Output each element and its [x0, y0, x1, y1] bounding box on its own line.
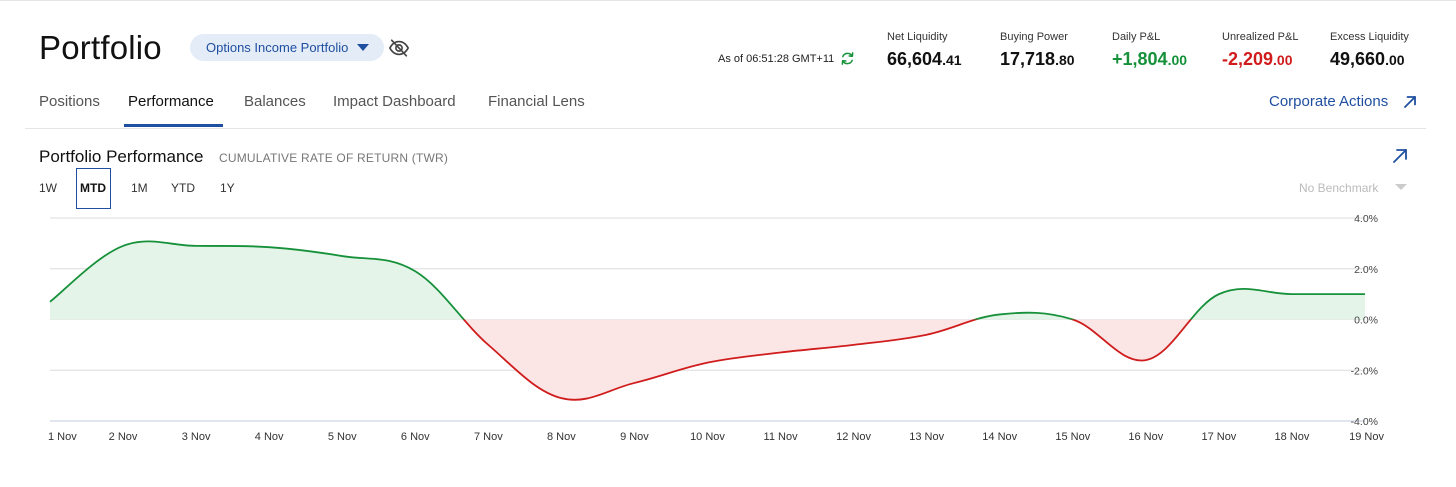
x-tick-label: 16 Nov	[1128, 431, 1163, 443]
stat-daily-pnl: Daily P&L +1,804.00	[1112, 31, 1187, 70]
panel-subtitle: CUMULATIVE RATE OF RETURN (TWR)	[219, 151, 449, 165]
x-tick-label: 8 Nov	[547, 431, 576, 443]
x-tick-label: 13 Nov	[909, 431, 944, 443]
active-range-indicator	[76, 168, 111, 209]
tabs-divider	[25, 128, 1426, 129]
stat-value: -2,209.00	[1222, 49, 1293, 69]
x-tick-label: 15 Nov	[1055, 431, 1090, 443]
stat-buying-power: Buying Power 17,718.80	[1000, 31, 1075, 70]
stat-net-liquidity: Net Liquidity 66,604.41	[887, 31, 962, 70]
x-tick-label: 4 Nov	[255, 431, 284, 443]
stat-value: +1,804.00	[1112, 49, 1188, 69]
range-ytd[interactable]: YTD	[171, 181, 195, 195]
tab-positions[interactable]: Positions	[39, 93, 100, 110]
account-selector[interactable]: Options Income Portfolio	[190, 34, 384, 61]
y-tick-label: 2.0%	[1354, 264, 1378, 276]
top-border	[0, 0, 1456, 1]
y-tick-label: -4.0%	[1351, 416, 1378, 428]
stat-label: Daily P&L	[1112, 31, 1161, 43]
benchmark-selector[interactable]: No Benchmark	[1299, 181, 1379, 195]
chart-y-ticks: 4.0% 2.0% 0.0% -2.0% -4.0%	[1351, 213, 1378, 428]
stat-value: 66,604.41	[887, 49, 962, 69]
tab-balances[interactable]: Balances	[244, 93, 306, 110]
x-tick-label: 17 Nov	[1201, 431, 1236, 443]
tab-impact-dashboard[interactable]: Impact Dashboard	[333, 93, 456, 110]
x-tick-label: 1 Nov	[48, 431, 77, 443]
active-tab-indicator	[124, 124, 223, 127]
negative-area	[50, 319, 1365, 400]
caret-down-icon	[357, 44, 370, 51]
x-tick-label: 10 Nov	[690, 431, 725, 443]
range-1y[interactable]: 1Y	[220, 181, 235, 195]
tab-performance[interactable]: Performance	[128, 93, 214, 110]
stat-label: Unrealized P&L	[1222, 31, 1299, 43]
as-of-timestamp: As of 06:51:28 GMT+11	[718, 53, 835, 65]
range-mtd[interactable]: MTD	[80, 181, 106, 195]
refresh-icon[interactable]	[840, 51, 855, 66]
stat-excess-liquidity: Excess Liquidity 49,660.00	[1330, 31, 1409, 70]
caret-down-icon[interactable]	[1395, 184, 1407, 190]
chart-x-ticks: 1 Nov 2 Nov 3 Nov 4 Nov 5 Nov 6 Nov 7 Nov 8 Nov…	[48, 431, 1384, 443]
account-selector-label: Options Income Portfolio	[206, 40, 349, 55]
stat-label: Excess Liquidity	[1330, 31, 1409, 43]
x-tick-label: 14 Nov	[982, 431, 1017, 443]
tab-financial-lens[interactable]: Financial Lens	[488, 93, 585, 110]
x-tick-label: 6 Nov	[401, 431, 430, 443]
arrow-up-right-icon[interactable]	[1403, 95, 1417, 109]
x-tick-label: 2 Nov	[109, 431, 138, 443]
panel-title: Portfolio Performance	[39, 147, 204, 166]
x-tick-label: 11 Nov	[764, 431, 799, 443]
x-tick-label: 5 Nov	[328, 431, 357, 443]
eye-slash-icon[interactable]	[388, 37, 410, 59]
series-line-positive	[49, 240, 1365, 320]
arrow-up-right-icon[interactable]	[1392, 148, 1408, 164]
stat-value: 17,718.80	[1000, 49, 1075, 69]
range-1m[interactable]: 1M	[131, 181, 148, 195]
y-tick-label: 4.0%	[1354, 213, 1378, 225]
y-tick-label: 0.0%	[1354, 315, 1378, 327]
range-1w[interactable]: 1W	[39, 181, 57, 195]
performance-chart: 4.0% 2.0% 0.0% -2.0% -4.0% 1 Nov 2 Nov 3 Nov 4 N…	[48, 213, 1384, 443]
stat-value: 49,660.00	[1330, 49, 1405, 69]
corporate-actions-link[interactable]: Corporate Actions	[1269, 93, 1389, 110]
stat-label: Net Liquidity	[887, 31, 948, 43]
x-tick-label: 12 Nov	[836, 431, 871, 443]
x-tick-label: 3 Nov	[182, 431, 211, 443]
x-tick-label: 7 Nov	[474, 431, 503, 443]
y-tick-label: -2.0%	[1351, 365, 1378, 377]
x-tick-label: 9 Nov	[620, 431, 649, 443]
stat-label: Buying Power	[1000, 31, 1068, 43]
x-tick-label: 18 Nov	[1275, 431, 1310, 443]
series-line-negative	[462, 319, 1192, 401]
x-tick-label: 19 Nov	[1349, 431, 1384, 443]
page-title: Portfolio	[39, 29, 162, 66]
positive-area	[50, 241, 1365, 320]
stat-unrealized-pnl: Unrealized P&L -2,209.00	[1222, 31, 1298, 70]
